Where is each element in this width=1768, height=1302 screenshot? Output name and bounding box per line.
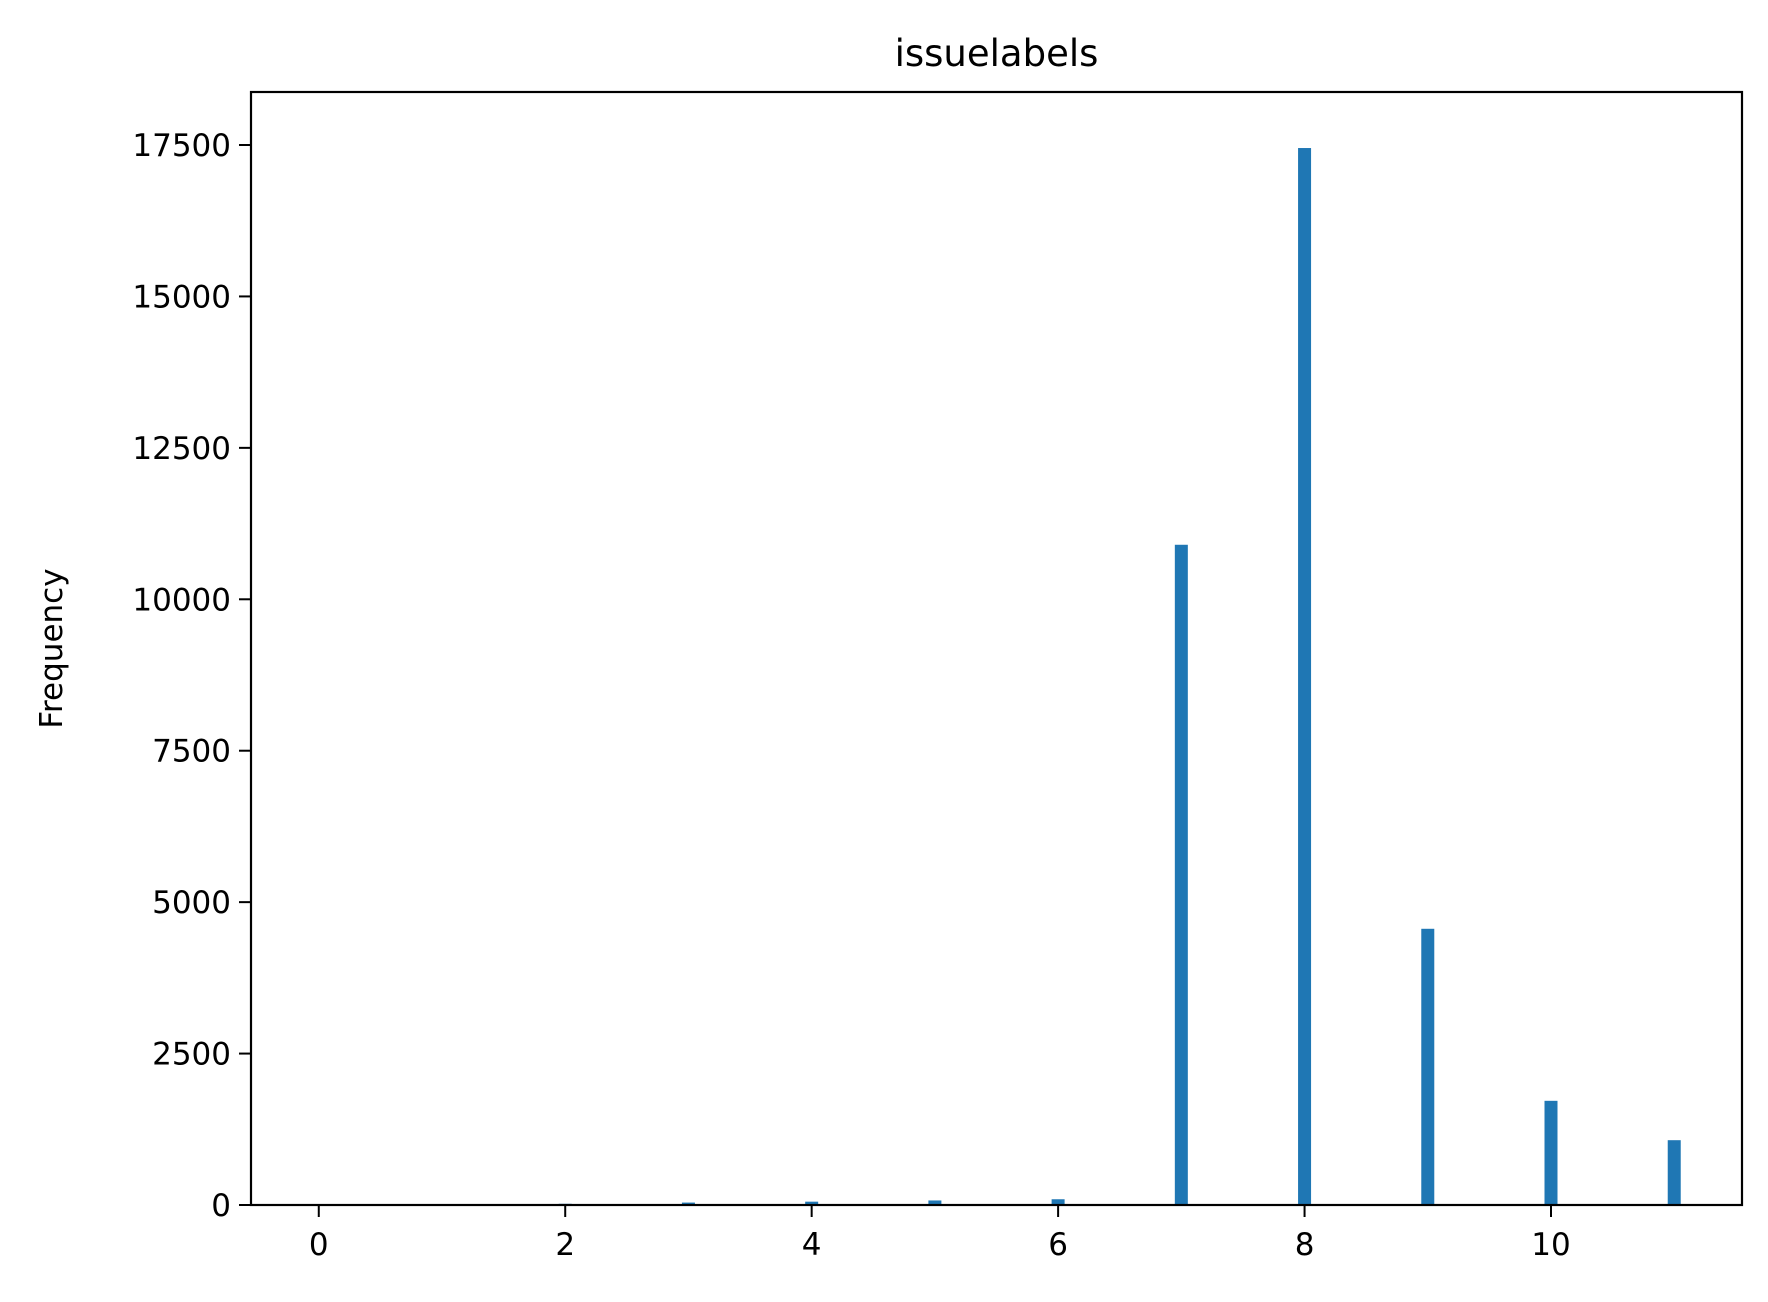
y-tick-label: 7500: [152, 734, 231, 770]
x-tick-label: 8: [1295, 1227, 1315, 1263]
y-tick-label: 12500: [132, 431, 231, 467]
histogram-bar-7: [1174, 544, 1188, 1205]
y-tick-label: 17500: [132, 128, 231, 164]
y-tick-label: 5000: [152, 885, 231, 921]
histogram-bar-6: [1051, 1199, 1065, 1205]
x-tick-label: 6: [1048, 1227, 1068, 1263]
histogram-bar-11: [1667, 1140, 1681, 1205]
bars-group: [312, 148, 1681, 1206]
histogram-bar-8: [1298, 148, 1312, 1205]
x-tick-label: 0: [309, 1227, 329, 1263]
histogram-bar-9: [1421, 928, 1435, 1205]
y-axis-label: Frequency: [34, 568, 70, 728]
x-tick-label: 2: [555, 1227, 575, 1263]
histogram-bar-4: [805, 1201, 819, 1205]
histogram-bar-5: [928, 1200, 942, 1205]
y-tick-label: 2500: [152, 1037, 231, 1073]
chart-title: issuelabels: [895, 32, 1099, 75]
x-tick-label: 10: [1531, 1227, 1570, 1263]
y-tick-label: 0: [211, 1188, 231, 1224]
histogram-bar-10: [1544, 1100, 1558, 1205]
y-tick-label: 15000: [132, 279, 231, 315]
x-axis-ticks: 0 2 4 6 8 10: [309, 1205, 1571, 1263]
plot-frame: [249, 90, 1744, 1207]
histogram-bar-3: [681, 1202, 695, 1205]
y-axis-ticks: 0 2500 5000 7500 10000 12500 15000 17500: [132, 128, 251, 1224]
x-tick-label: 4: [802, 1227, 822, 1263]
y-tick-label: 10000: [132, 582, 231, 618]
